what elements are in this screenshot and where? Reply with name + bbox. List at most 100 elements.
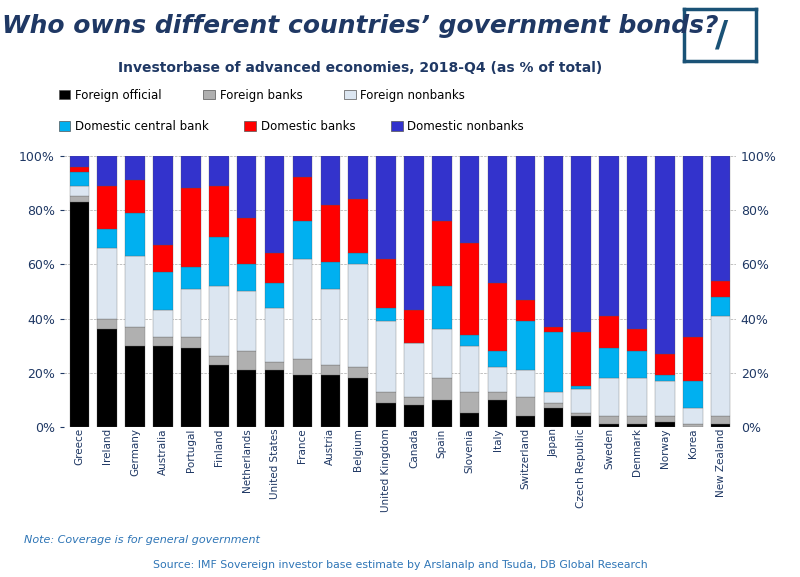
Text: Note: Coverage is for general government: Note: Coverage is for general government [24,535,260,545]
Bar [683,381,702,408]
Bar [126,180,145,213]
Bar [181,267,201,288]
Bar [126,346,145,427]
Bar [321,205,340,261]
Bar [265,156,284,253]
Bar [265,362,284,370]
Bar [599,349,619,378]
Legend: Domestic central bank, Domestic banks, Domestic nonbanks: Domestic central bank, Domestic banks, D… [54,115,529,138]
Bar [655,354,674,376]
Bar [70,156,89,167]
Bar [460,346,479,392]
Bar [460,156,479,242]
Bar [237,291,256,351]
Text: Who owns different countries’ government bonds?: Who owns different countries’ government… [2,14,718,39]
Bar [293,376,312,427]
Bar [599,156,619,316]
Bar [293,221,312,259]
Bar [321,288,340,365]
Bar [209,237,229,286]
Bar [683,424,702,427]
Bar [70,197,89,202]
Bar [711,416,730,424]
Bar [376,308,396,321]
Bar [209,186,229,237]
Bar [544,327,563,332]
Bar [154,272,173,310]
Bar [98,319,117,329]
Bar [321,365,340,376]
Bar [599,424,619,427]
Bar [376,403,396,427]
Bar [349,156,368,199]
Bar [544,403,563,408]
Bar [321,376,340,427]
Bar [432,221,451,286]
Bar [70,186,89,197]
Bar [98,248,117,319]
Bar [321,156,340,205]
Bar [293,359,312,376]
Bar [154,310,173,338]
Bar [293,259,312,359]
Bar [154,156,173,245]
Bar [209,156,229,186]
Bar [571,413,591,416]
Bar [571,389,591,413]
Bar [237,351,256,370]
Bar [265,253,284,283]
Bar [488,392,507,400]
Bar [209,357,229,365]
Bar [488,156,507,283]
Bar [321,261,340,288]
Bar [683,408,702,424]
Bar [432,329,451,378]
Bar [349,253,368,264]
Bar [154,245,173,272]
Bar [349,264,368,368]
Text: /: / [715,18,728,53]
Bar [432,400,451,427]
Bar [571,332,591,387]
Bar [432,286,451,329]
Bar [237,370,256,427]
Bar [711,316,730,416]
Bar [711,156,730,280]
Bar [181,156,201,188]
Bar [488,400,507,427]
Bar [98,229,117,248]
Bar [627,424,646,427]
Bar [599,416,619,424]
Bar [293,156,312,178]
Bar [209,286,229,357]
Bar [98,186,117,229]
Bar [376,392,396,403]
Bar [544,392,563,403]
Bar [432,378,451,400]
Bar [126,156,145,180]
Bar [70,172,89,186]
Bar [98,156,117,186]
Bar [349,368,368,378]
Bar [627,156,646,329]
Bar [544,332,563,392]
Bar [181,288,201,338]
Bar [70,167,89,172]
Bar [683,338,702,381]
Bar [516,321,535,370]
Bar [181,188,201,267]
Bar [655,381,674,416]
Bar [376,259,396,308]
Bar [488,368,507,392]
Bar [404,156,424,310]
Bar [571,156,591,332]
Bar [404,405,424,427]
Bar [181,338,201,349]
Text: Source: IMF Sovereign investor base estimate by Arslanalp and Tsuda, DB Global R: Source: IMF Sovereign investor base esti… [153,560,647,570]
Bar [488,351,507,368]
Bar [237,156,256,218]
Bar [571,387,591,389]
Bar [516,299,535,321]
Bar [627,329,646,351]
Bar [460,392,479,413]
